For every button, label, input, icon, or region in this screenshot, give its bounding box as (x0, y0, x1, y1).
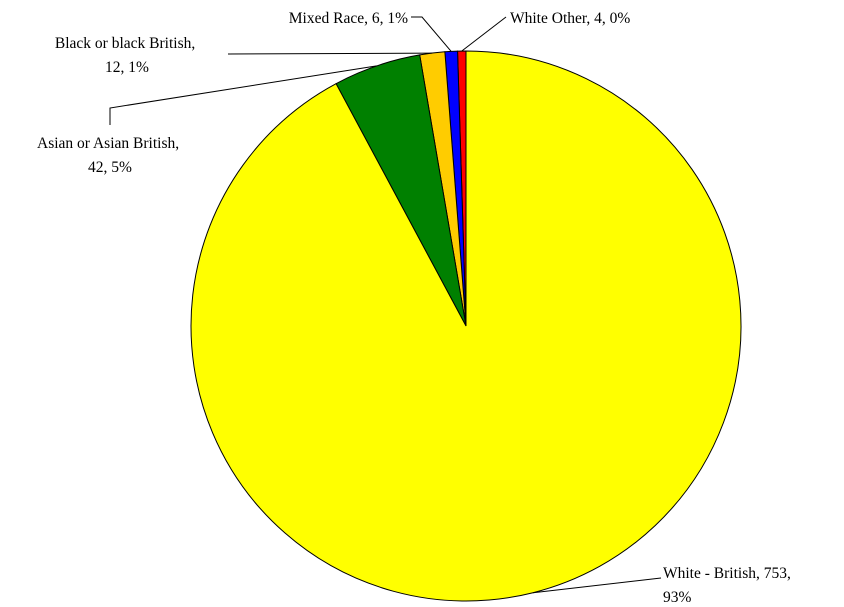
label-white-british-line-1: White - British, 753, (663, 565, 791, 582)
leader-white-british (532, 577, 662, 594)
leader-asian-or-asian-british (109, 65, 377, 125)
label-asian-line-2: 42, 5% (88, 159, 132, 176)
label-white-british: White - British, 753, 93% (663, 565, 795, 606)
leader-black-or-black-british (227, 52, 433, 55)
label-white-british-line-2: 93% (663, 589, 692, 606)
label-black-line-2: 12, 1% (105, 59, 149, 76)
label-asian-line-1: Asian or Asian British, (37, 135, 179, 152)
pie-slices (190, 50, 742, 602)
leader-lines (109, 16, 662, 594)
label-white-other: White Other, 4, 0% (510, 10, 630, 27)
label-mixed-race: Mixed Race, 6, 1% (289, 10, 408, 27)
label-black-line-1: Black or black British, (55, 35, 195, 52)
slice-white-british (190, 50, 742, 602)
label-asian-or-asian-british: Asian or Asian British, 42, 5% (37, 135, 183, 176)
leader-white-other (461, 16, 507, 52)
label-black-or-black-british: Black or black British, 12, 1% (55, 35, 199, 76)
leader-mixed-race (411, 16, 452, 52)
